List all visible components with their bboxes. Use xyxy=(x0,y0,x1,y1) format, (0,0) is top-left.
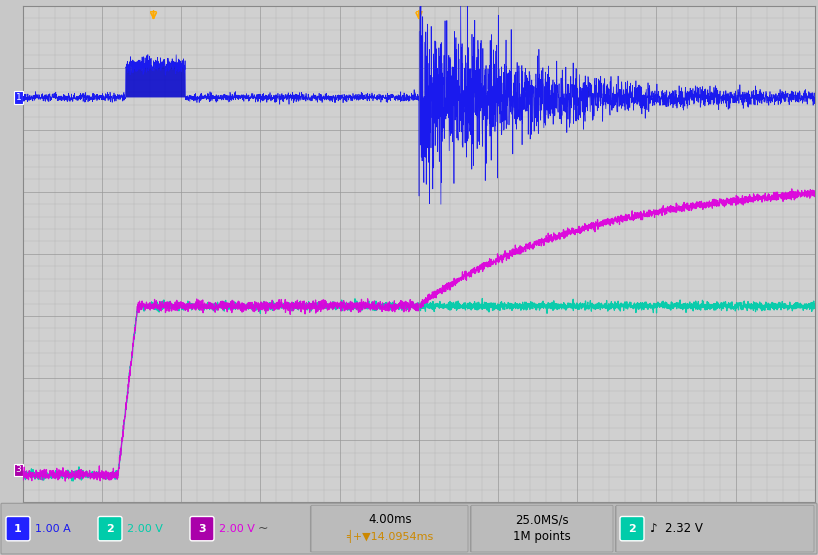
Text: ♪  2.32 V: ♪ 2.32 V xyxy=(650,522,703,535)
Text: 1.00 A: 1.00 A xyxy=(35,523,70,534)
Text: 1M points: 1M points xyxy=(513,530,571,543)
Text: 25.0MS/s: 25.0MS/s xyxy=(515,513,569,526)
FancyBboxPatch shape xyxy=(620,517,644,541)
Text: ~: ~ xyxy=(258,522,268,535)
Text: 2: 2 xyxy=(628,523,636,534)
FancyBboxPatch shape xyxy=(616,505,814,552)
Text: 1: 1 xyxy=(16,93,21,102)
FancyBboxPatch shape xyxy=(98,517,122,541)
Text: 3: 3 xyxy=(16,466,21,475)
FancyBboxPatch shape xyxy=(471,505,613,552)
Text: 3: 3 xyxy=(198,523,206,534)
Text: 4.00ms: 4.00ms xyxy=(368,513,411,526)
FancyBboxPatch shape xyxy=(1,503,817,554)
Text: ╡+▼14.0954ms: ╡+▼14.0954ms xyxy=(346,530,434,543)
Text: 2.00 V: 2.00 V xyxy=(219,523,255,534)
FancyBboxPatch shape xyxy=(6,517,30,541)
Text: T: T xyxy=(416,11,422,21)
Text: 2.00 V: 2.00 V xyxy=(127,523,163,534)
FancyBboxPatch shape xyxy=(190,517,214,541)
Text: 2: 2 xyxy=(106,523,114,534)
Text: 1: 1 xyxy=(14,523,22,534)
Text: T: T xyxy=(151,11,157,21)
FancyBboxPatch shape xyxy=(311,505,468,552)
